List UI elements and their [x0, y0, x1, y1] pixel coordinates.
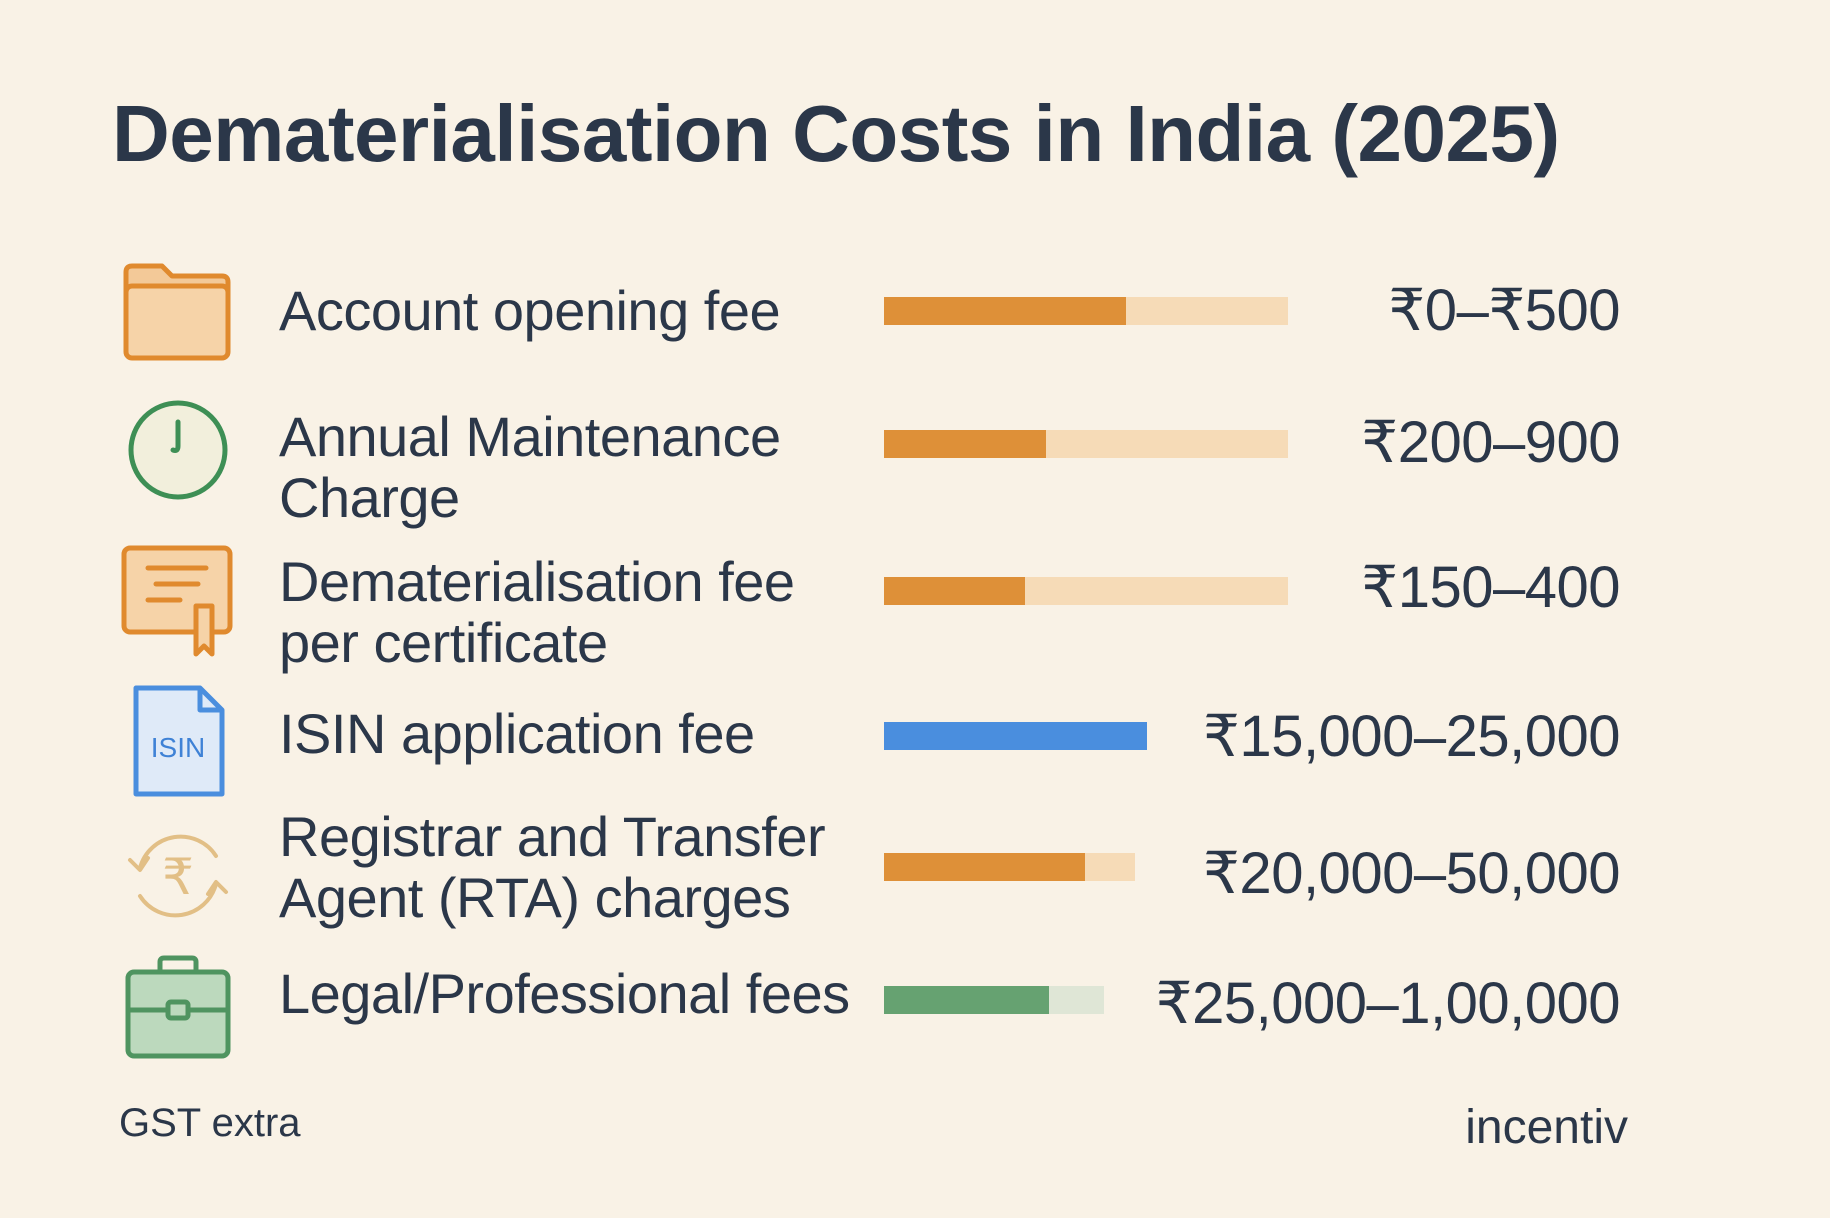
gst-footnote: GST extra [119, 1101, 301, 1145]
cost-bar-fill [884, 430, 1046, 458]
cost-bar [884, 853, 1135, 881]
rupee-cycle-icon: ₹ [118, 816, 238, 936]
isin-icon-text: ISIN [151, 732, 205, 763]
page-title: Dematerialisation Costs in India (2025) [112, 89, 1560, 178]
cost-bar [884, 297, 1288, 325]
folder-icon [118, 250, 238, 370]
cost-bar [884, 722, 1147, 750]
row-label: Account opening fee [279, 279, 781, 342]
brand-logo: incentiv [1465, 1101, 1628, 1154]
cost-value: ₹25,000–1,00,000 [1155, 971, 1621, 1036]
row-label: ISIN application fee [279, 702, 755, 765]
cost-bar-fill [884, 853, 1085, 881]
cost-value: ₹200–900 [1361, 410, 1620, 475]
clock-icon [118, 390, 238, 510]
svg-text:₹: ₹ [162, 848, 194, 906]
cost-bar-fill [884, 577, 1026, 605]
cost-value: ₹20,000–50,000 [1203, 841, 1620, 906]
cost-value: ₹15,000–25,000 [1203, 704, 1620, 769]
isin-document-icon: ISIN [118, 682, 238, 802]
row-label: Registrar and Transfer Agent (RTA) charg… [279, 805, 826, 929]
cost-value: ₹150–400 [1361, 555, 1620, 620]
certificate-icon [118, 540, 238, 660]
cost-bar-fill [884, 986, 1049, 1014]
row-label: Legal/Professional fees [279, 962, 850, 1025]
cost-bar-fill [884, 722, 1147, 750]
row-label: Dematerialisation fee per certificate [279, 550, 795, 674]
cost-bar [884, 986, 1104, 1014]
cost-bar-fill [884, 297, 1127, 325]
cost-bar [884, 430, 1288, 458]
briefcase-icon [118, 948, 238, 1068]
cost-value: ₹0–₹500 [1388, 278, 1620, 343]
row-label: Annual Maintenance Charge [279, 405, 781, 529]
cost-bar [884, 577, 1288, 605]
